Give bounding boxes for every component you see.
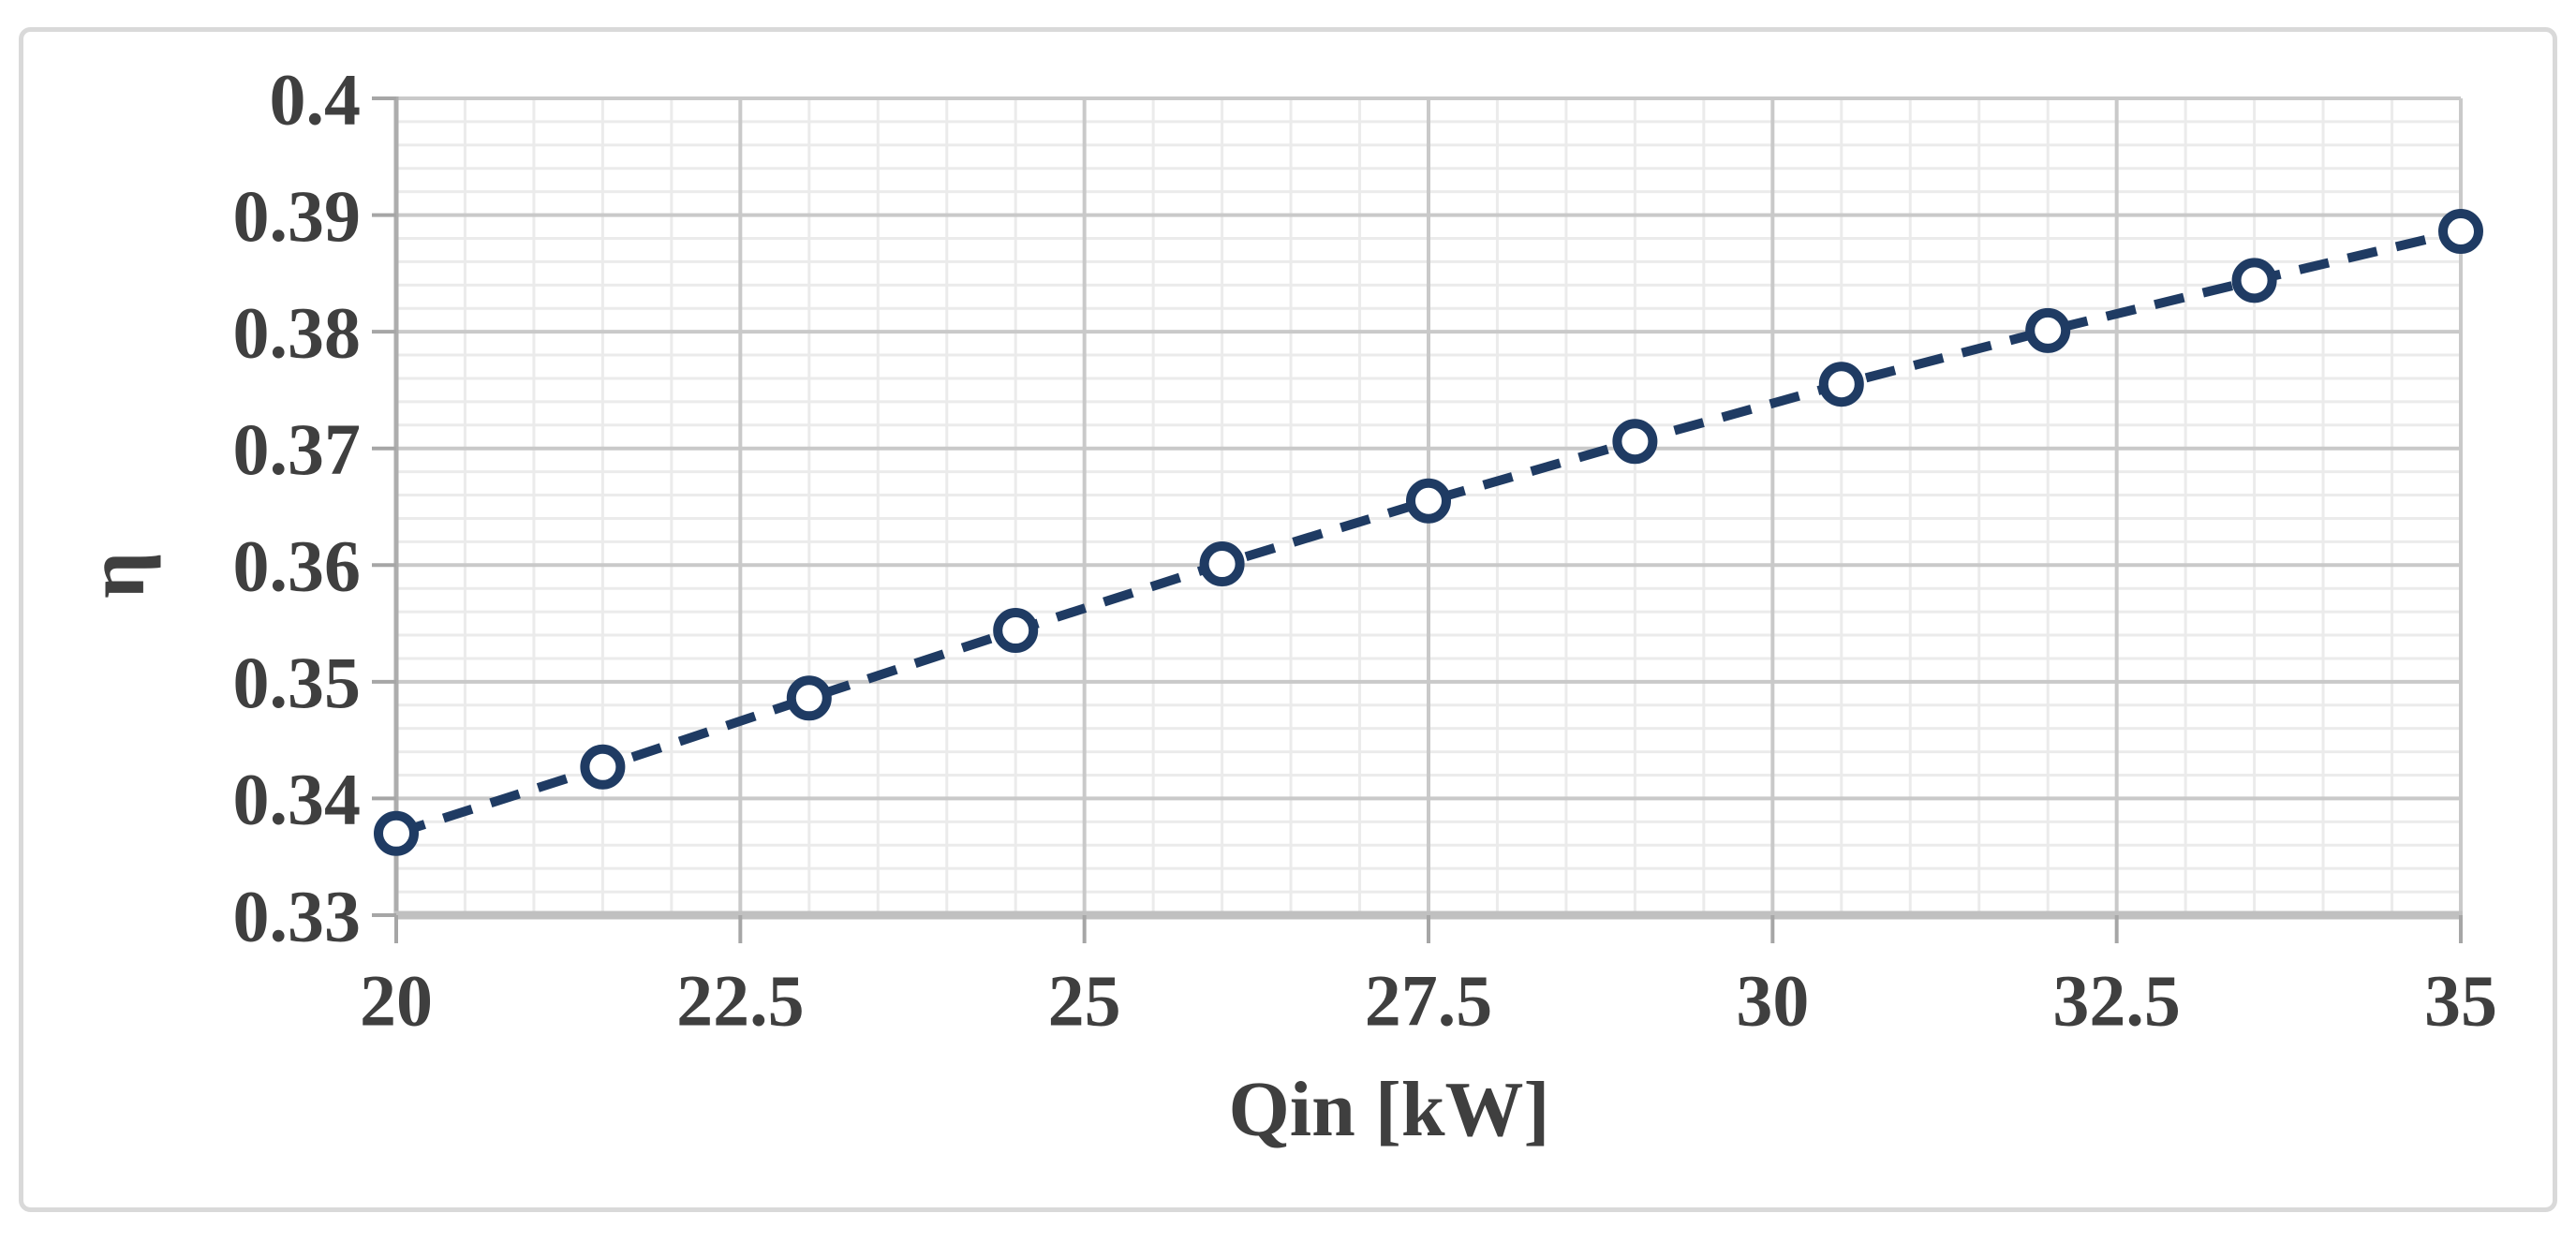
data-point-marker [374,810,419,856]
x-tick-label: 20 [360,959,433,1041]
y-tick-label: 0.38 [233,291,362,373]
y-tick-label: 0.37 [233,408,362,490]
data-point-marker [786,675,832,721]
x-axis-title: Qin [kW] [1228,1066,1549,1153]
y-axis-title: η [71,552,162,599]
data-point-marker [1406,478,1451,524]
axis-tick-marks [372,96,2463,943]
series-dashed-path [394,227,2463,838]
data-point-marker [1199,541,1245,587]
data-series-dashed-line [394,227,2463,838]
x-tick-label: 25 [1048,959,1121,1041]
data-point-marker [1818,362,1864,407]
data-point-marker [2231,258,2277,303]
x-tick-label: 22.5 [676,959,805,1041]
data-point-marker [1612,419,1658,465]
x-tick-label: 27.5 [1365,959,1493,1041]
data-point-markers [374,209,2483,856]
x-tick-label: 30 [1736,959,1809,1041]
x-tick-labels: 20 22.5 25 27.5 30 32.5 35 [360,959,2497,1041]
x-tick-label: 35 [2424,959,2497,1041]
y-tick-label: 0.39 [233,175,362,257]
data-point-marker [2025,307,2071,353]
y-tick-label: 0.35 [233,642,362,723]
y-tick-labels: 0.33 0.34 0.35 0.36 0.37 0.38 0.39 0.4 [233,58,362,956]
data-point-marker [993,608,1039,654]
data-point-marker [2438,209,2483,255]
x-tick-label: 32.5 [2052,959,2181,1041]
y-tick-label: 0.4 [270,58,362,140]
data-point-marker [580,744,626,790]
y-tick-label: 0.33 [233,875,362,956]
y-tick-label: 0.36 [233,525,362,607]
y-tick-label: 0.34 [233,759,362,840]
